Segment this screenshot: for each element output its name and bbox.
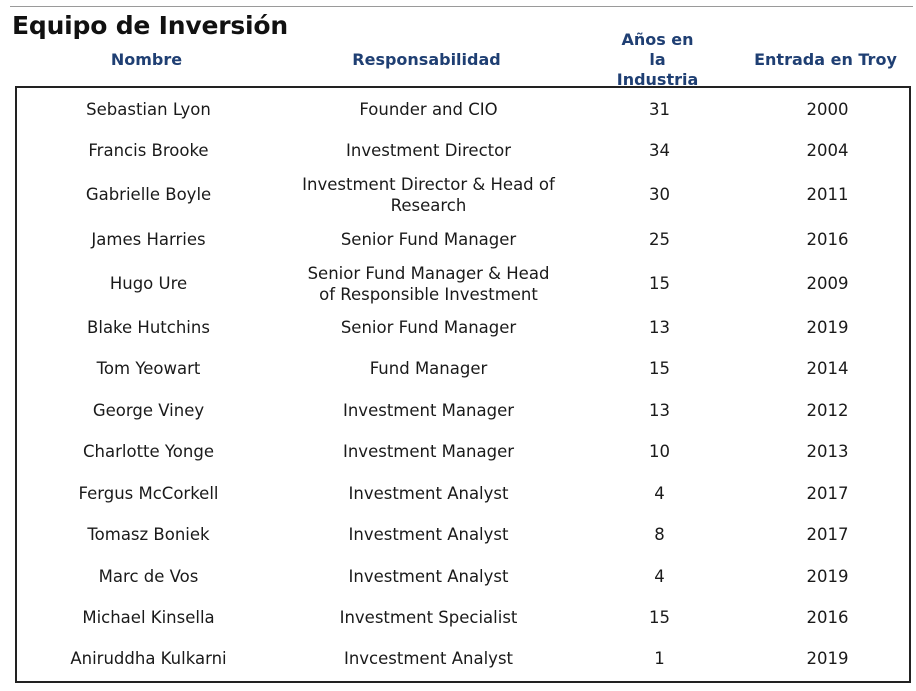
cell-name: George Viney bbox=[92, 400, 205, 420]
cell-years: 8 bbox=[654, 525, 665, 544]
cell-joined: 2019 bbox=[806, 318, 849, 337]
table-row: Sebastian Lyon Founder and CIO 31 2000 bbox=[17, 88, 909, 130]
cell-years: 15 bbox=[649, 608, 670, 627]
cell-years: 31 bbox=[649, 99, 670, 119]
cell-name: Francis Brooke bbox=[88, 141, 209, 160]
cell-role: Investment Analyst bbox=[348, 525, 509, 544]
cell-name: Marc de Vos bbox=[98, 566, 199, 586]
header-years: Años en la Industria bbox=[616, 30, 699, 89]
cell-joined: 2000 bbox=[806, 99, 849, 119]
cell-role: Senior Fund Manager bbox=[340, 318, 517, 337]
cell-role: Founder and CIO bbox=[359, 99, 498, 119]
cell-name: Blake Hutchins bbox=[87, 318, 210, 337]
cell-role: Senior Fund Manager bbox=[340, 229, 517, 249]
cell-name: Tomasz Boniek bbox=[87, 525, 210, 544]
cell-role: Investment Specialist bbox=[339, 608, 518, 627]
cell-role: Invcestment Analyst bbox=[343, 649, 514, 668]
team-table: Sebastian Lyon Founder and CIO 31 2000 Franc… bbox=[15, 86, 911, 683]
table-header: Nombre Responsabilidad Años en la Indust… bbox=[15, 30, 911, 89]
cell-name: Michael Kinsella bbox=[82, 608, 215, 627]
cell-years: 10 bbox=[649, 442, 670, 461]
cell-name: Tom Yeowart bbox=[96, 359, 201, 378]
cell-name: Fergus McCorkell bbox=[78, 483, 219, 503]
table-row: Hugo Ure Senior Fund Manager & Head of Re… bbox=[17, 260, 909, 307]
cell-joined: 2011 bbox=[806, 185, 849, 204]
cell-joined: 2004 bbox=[806, 141, 849, 160]
table-row: Tom Yeowart Fund Manager 15 2014 bbox=[17, 348, 909, 389]
cell-name: Aniruddha Kulkarni bbox=[70, 649, 227, 668]
cell-role: Investment Director bbox=[346, 141, 511, 160]
cell-joined: 2014 bbox=[806, 359, 849, 378]
cell-years: 34 bbox=[649, 141, 670, 160]
cell-years: 4 bbox=[654, 483, 665, 503]
cell-name: Sebastian Lyon bbox=[86, 99, 211, 119]
cell-years: 1 bbox=[654, 649, 665, 668]
cell-joined: 2013 bbox=[806, 442, 849, 461]
cell-role: Investment Manager bbox=[342, 442, 515, 461]
cell-years: 30 bbox=[649, 185, 670, 204]
table-row: Gabrielle Boyle Investment Director & Hea… bbox=[17, 171, 909, 218]
cell-years: 13 bbox=[649, 318, 670, 337]
table-row: Tomasz Boniek Investment Analyst 8 2017 bbox=[17, 514, 909, 555]
cell-joined: 2012 bbox=[806, 400, 849, 420]
table-row: Blake Hutchins Senior Fund Manager 13 2019 bbox=[17, 307, 909, 348]
cell-years: 15 bbox=[649, 274, 670, 293]
page-title: Equipo de Inversión bbox=[12, 11, 288, 40]
table-row: James Harries Senior Fund Manager 25 2016 bbox=[17, 218, 909, 260]
cell-joined: 2009 bbox=[806, 274, 849, 293]
cell-name: Charlotte Yonge bbox=[83, 442, 214, 461]
cell-joined: 2017 bbox=[806, 483, 849, 503]
cell-joined: 2017 bbox=[806, 525, 849, 544]
cell-joined: 2016 bbox=[806, 229, 849, 249]
top-divider bbox=[10, 6, 913, 7]
cell-name: Gabrielle Boyle bbox=[85, 185, 212, 204]
cell-name: James Harries bbox=[91, 229, 206, 249]
cell-joined: 2019 bbox=[806, 649, 849, 668]
cell-years: 25 bbox=[649, 229, 670, 249]
cell-years: 15 bbox=[649, 359, 670, 378]
table-row: Aniruddha Kulkarni Invcestment Analyst 1 20… bbox=[17, 638, 909, 679]
table-row: George Viney Investment Manager 13 2012 bbox=[17, 389, 909, 431]
table-row: Fergus McCorkell Investment Analyst 4 2017 bbox=[17, 472, 909, 514]
cell-joined: 2019 bbox=[806, 566, 849, 586]
cell-years: 13 bbox=[649, 400, 670, 420]
header-joined: Entrada en Troy bbox=[754, 50, 897, 69]
table-row: Marc de Vos Investment Analyst 4 2019 bbox=[17, 555, 909, 597]
table-row: Charlotte Yonge Investment Manager 10 2013 bbox=[17, 431, 909, 472]
table-row: Michael Kinsella Investment Specialist 15 2… bbox=[17, 597, 909, 638]
header-role: Responsabilidad bbox=[352, 50, 501, 69]
cell-joined: 2016 bbox=[806, 608, 849, 627]
cell-name: Hugo Ure bbox=[109, 274, 188, 293]
cell-role: Investment Director & Head of Research bbox=[302, 174, 555, 215]
cell-role: Fund Manager bbox=[369, 359, 488, 378]
cell-years: 4 bbox=[654, 566, 665, 586]
cell-role: Senior Fund Manager & Head of Responsibl… bbox=[307, 263, 550, 304]
cell-role: Investment Analyst bbox=[348, 483, 509, 503]
table-row: Francis Brooke Investment Director 34 2004 bbox=[17, 130, 909, 171]
header-name: Nombre bbox=[110, 50, 183, 69]
cell-role: Investment Manager bbox=[342, 400, 515, 420]
cell-role: Investment Analyst bbox=[348, 566, 509, 586]
